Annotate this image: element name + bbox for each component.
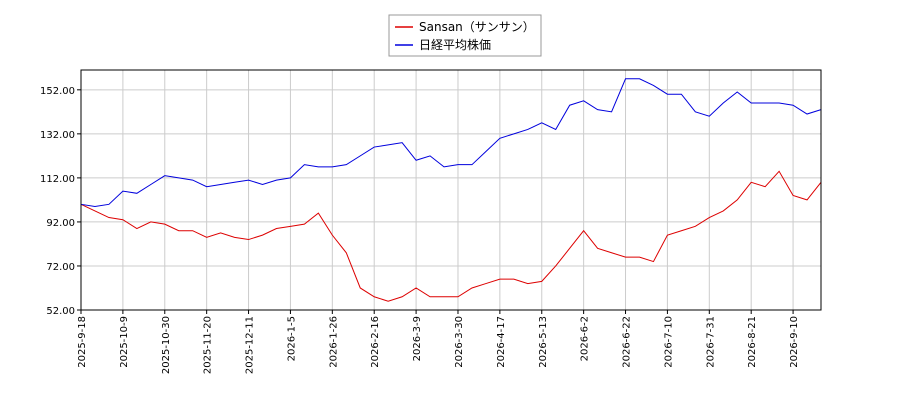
x-tick-label: 2026-4-17 — [496, 316, 507, 368]
x-tick-label: 2025-10-9 — [119, 316, 130, 368]
x-tick-label: 2026-5-13 — [538, 316, 549, 368]
y-tick-label: 112.00 — [40, 174, 75, 185]
x-tick-label: 2026-2-16 — [370, 316, 381, 368]
x-tick-label: 2026-7-31 — [705, 316, 716, 368]
x-tick-label: 2026-1-5 — [286, 316, 297, 361]
x-tick-label: 2026-1-26 — [328, 316, 339, 368]
line — [80, 78, 822, 208]
y-tick-label: 152.00 — [40, 86, 75, 97]
x-tick-label: 2025-12-11 — [245, 316, 256, 374]
line — [80, 170, 822, 302]
plot-frame — [80, 69, 822, 311]
y-tick-label: 72.00 — [46, 262, 75, 273]
x-tick-label: 2025-9-18 — [77, 316, 88, 368]
x-tick-label: 2025-10-30 — [161, 316, 172, 374]
x-tick-label: 2026-6-22 — [622, 316, 633, 368]
x-tick-label: 2026-3-30 — [454, 316, 465, 368]
x-tick-label: 2025-11-20 — [203, 316, 214, 374]
legend-label: 日経平均株価 — [419, 37, 491, 52]
legend-box — [388, 14, 542, 57]
y-tick-label: 132.00 — [40, 130, 75, 141]
x-tick-label: 2026-8-21 — [747, 316, 758, 368]
x-tick-label: 2026-9-10 — [789, 316, 800, 368]
legend-label: Sansan（サンサン） — [419, 20, 535, 34]
x-tick-label: 2026-3-9 — [412, 316, 423, 361]
x-tick-label: 2026-7-10 — [663, 316, 674, 368]
y-tick-label: 92.00 — [46, 218, 75, 229]
y-tick-label: 52.00 — [46, 306, 75, 317]
x-tick-label: 2026-6-2 — [580, 316, 591, 361]
